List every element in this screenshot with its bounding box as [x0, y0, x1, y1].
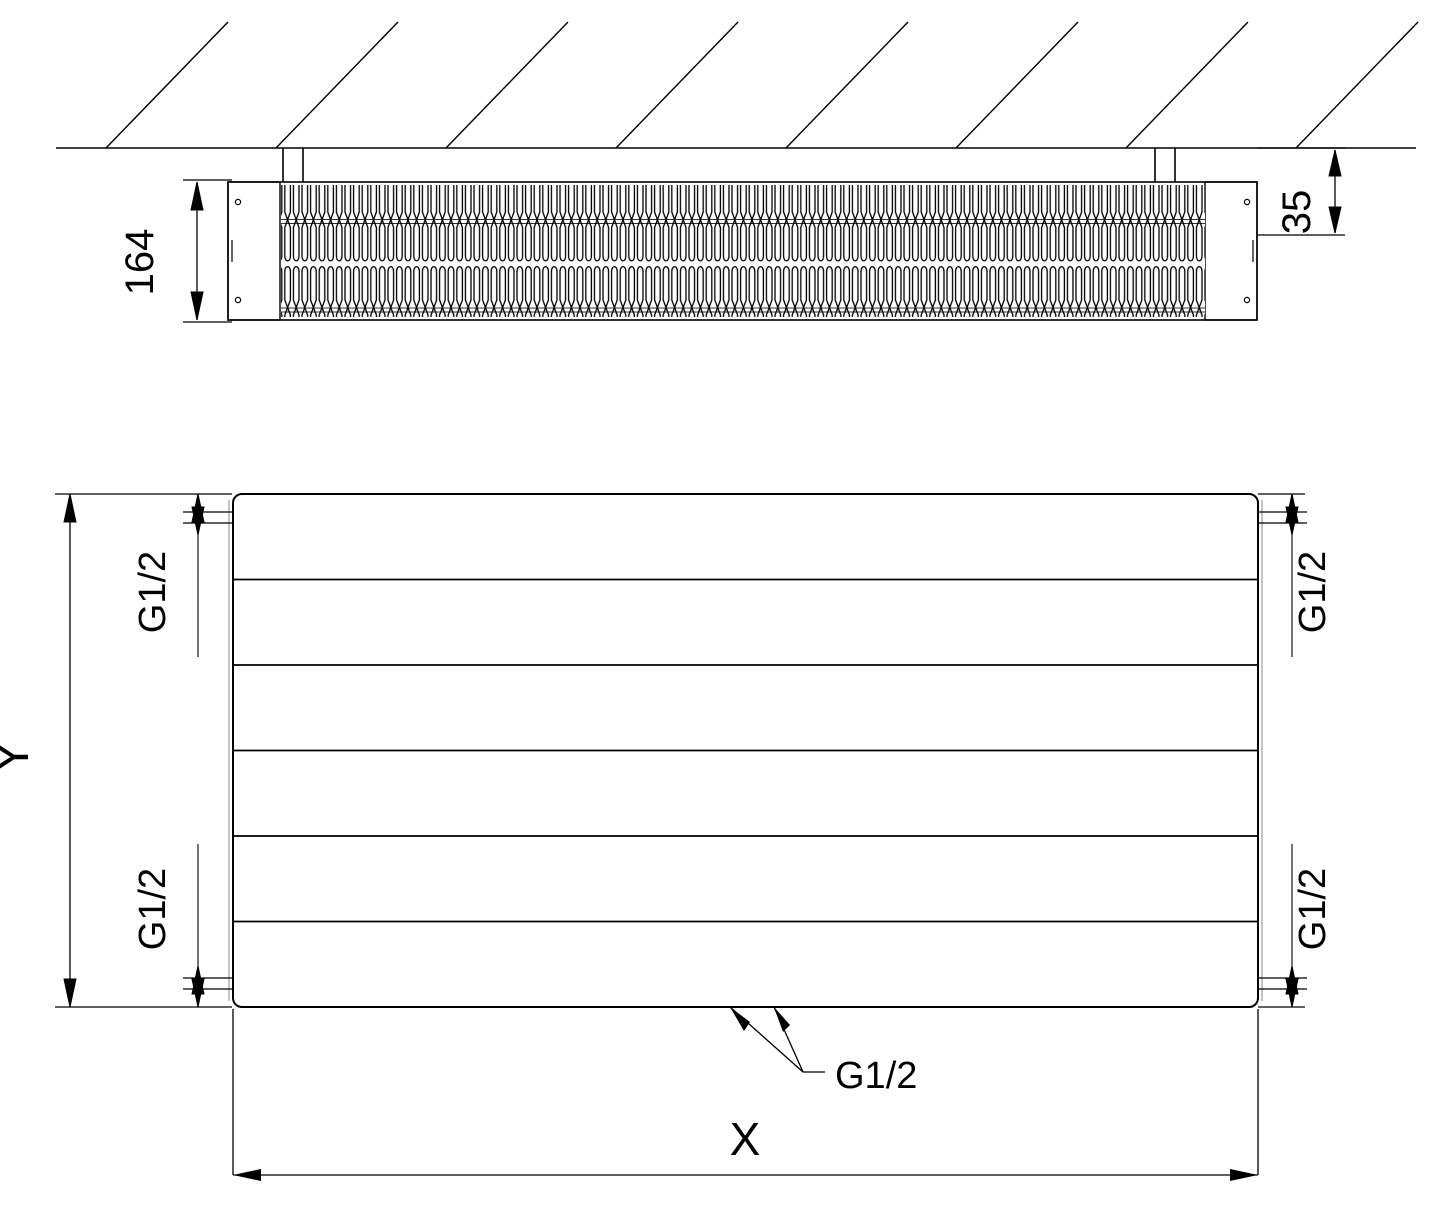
svg-text:G1/2: G1/2 [1292, 551, 1334, 633]
svg-text:35: 35 [1275, 190, 1319, 235]
svg-text:G1/2: G1/2 [132, 551, 174, 633]
svg-text:164: 164 [118, 229, 162, 296]
svg-text:G1/2: G1/2 [1292, 868, 1334, 950]
svg-text:G1/2: G1/2 [132, 868, 174, 950]
svg-text:G1/2: G1/2 [835, 1055, 917, 1097]
svg-text:Y: Y [0, 741, 39, 773]
svg-text:X: X [730, 1113, 761, 1165]
